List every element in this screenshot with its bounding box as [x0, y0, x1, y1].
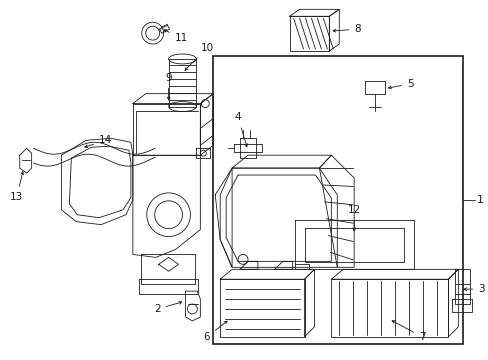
Text: 7: 7 — [391, 321, 425, 342]
Text: 10: 10 — [184, 43, 213, 70]
Text: 8: 8 — [332, 24, 360, 34]
Text: 1: 1 — [476, 195, 483, 205]
Text: 2: 2 — [154, 301, 182, 314]
Text: 3: 3 — [463, 284, 484, 294]
Text: 12: 12 — [347, 205, 360, 231]
Text: 5: 5 — [388, 79, 412, 89]
Text: 4: 4 — [234, 112, 247, 147]
Text: 13: 13 — [10, 172, 23, 202]
Bar — [213, 56, 462, 344]
Text: 14: 14 — [84, 135, 112, 148]
Text: 11: 11 — [163, 30, 187, 43]
Text: 6: 6 — [203, 321, 227, 342]
Text: 9: 9 — [165, 73, 172, 100]
